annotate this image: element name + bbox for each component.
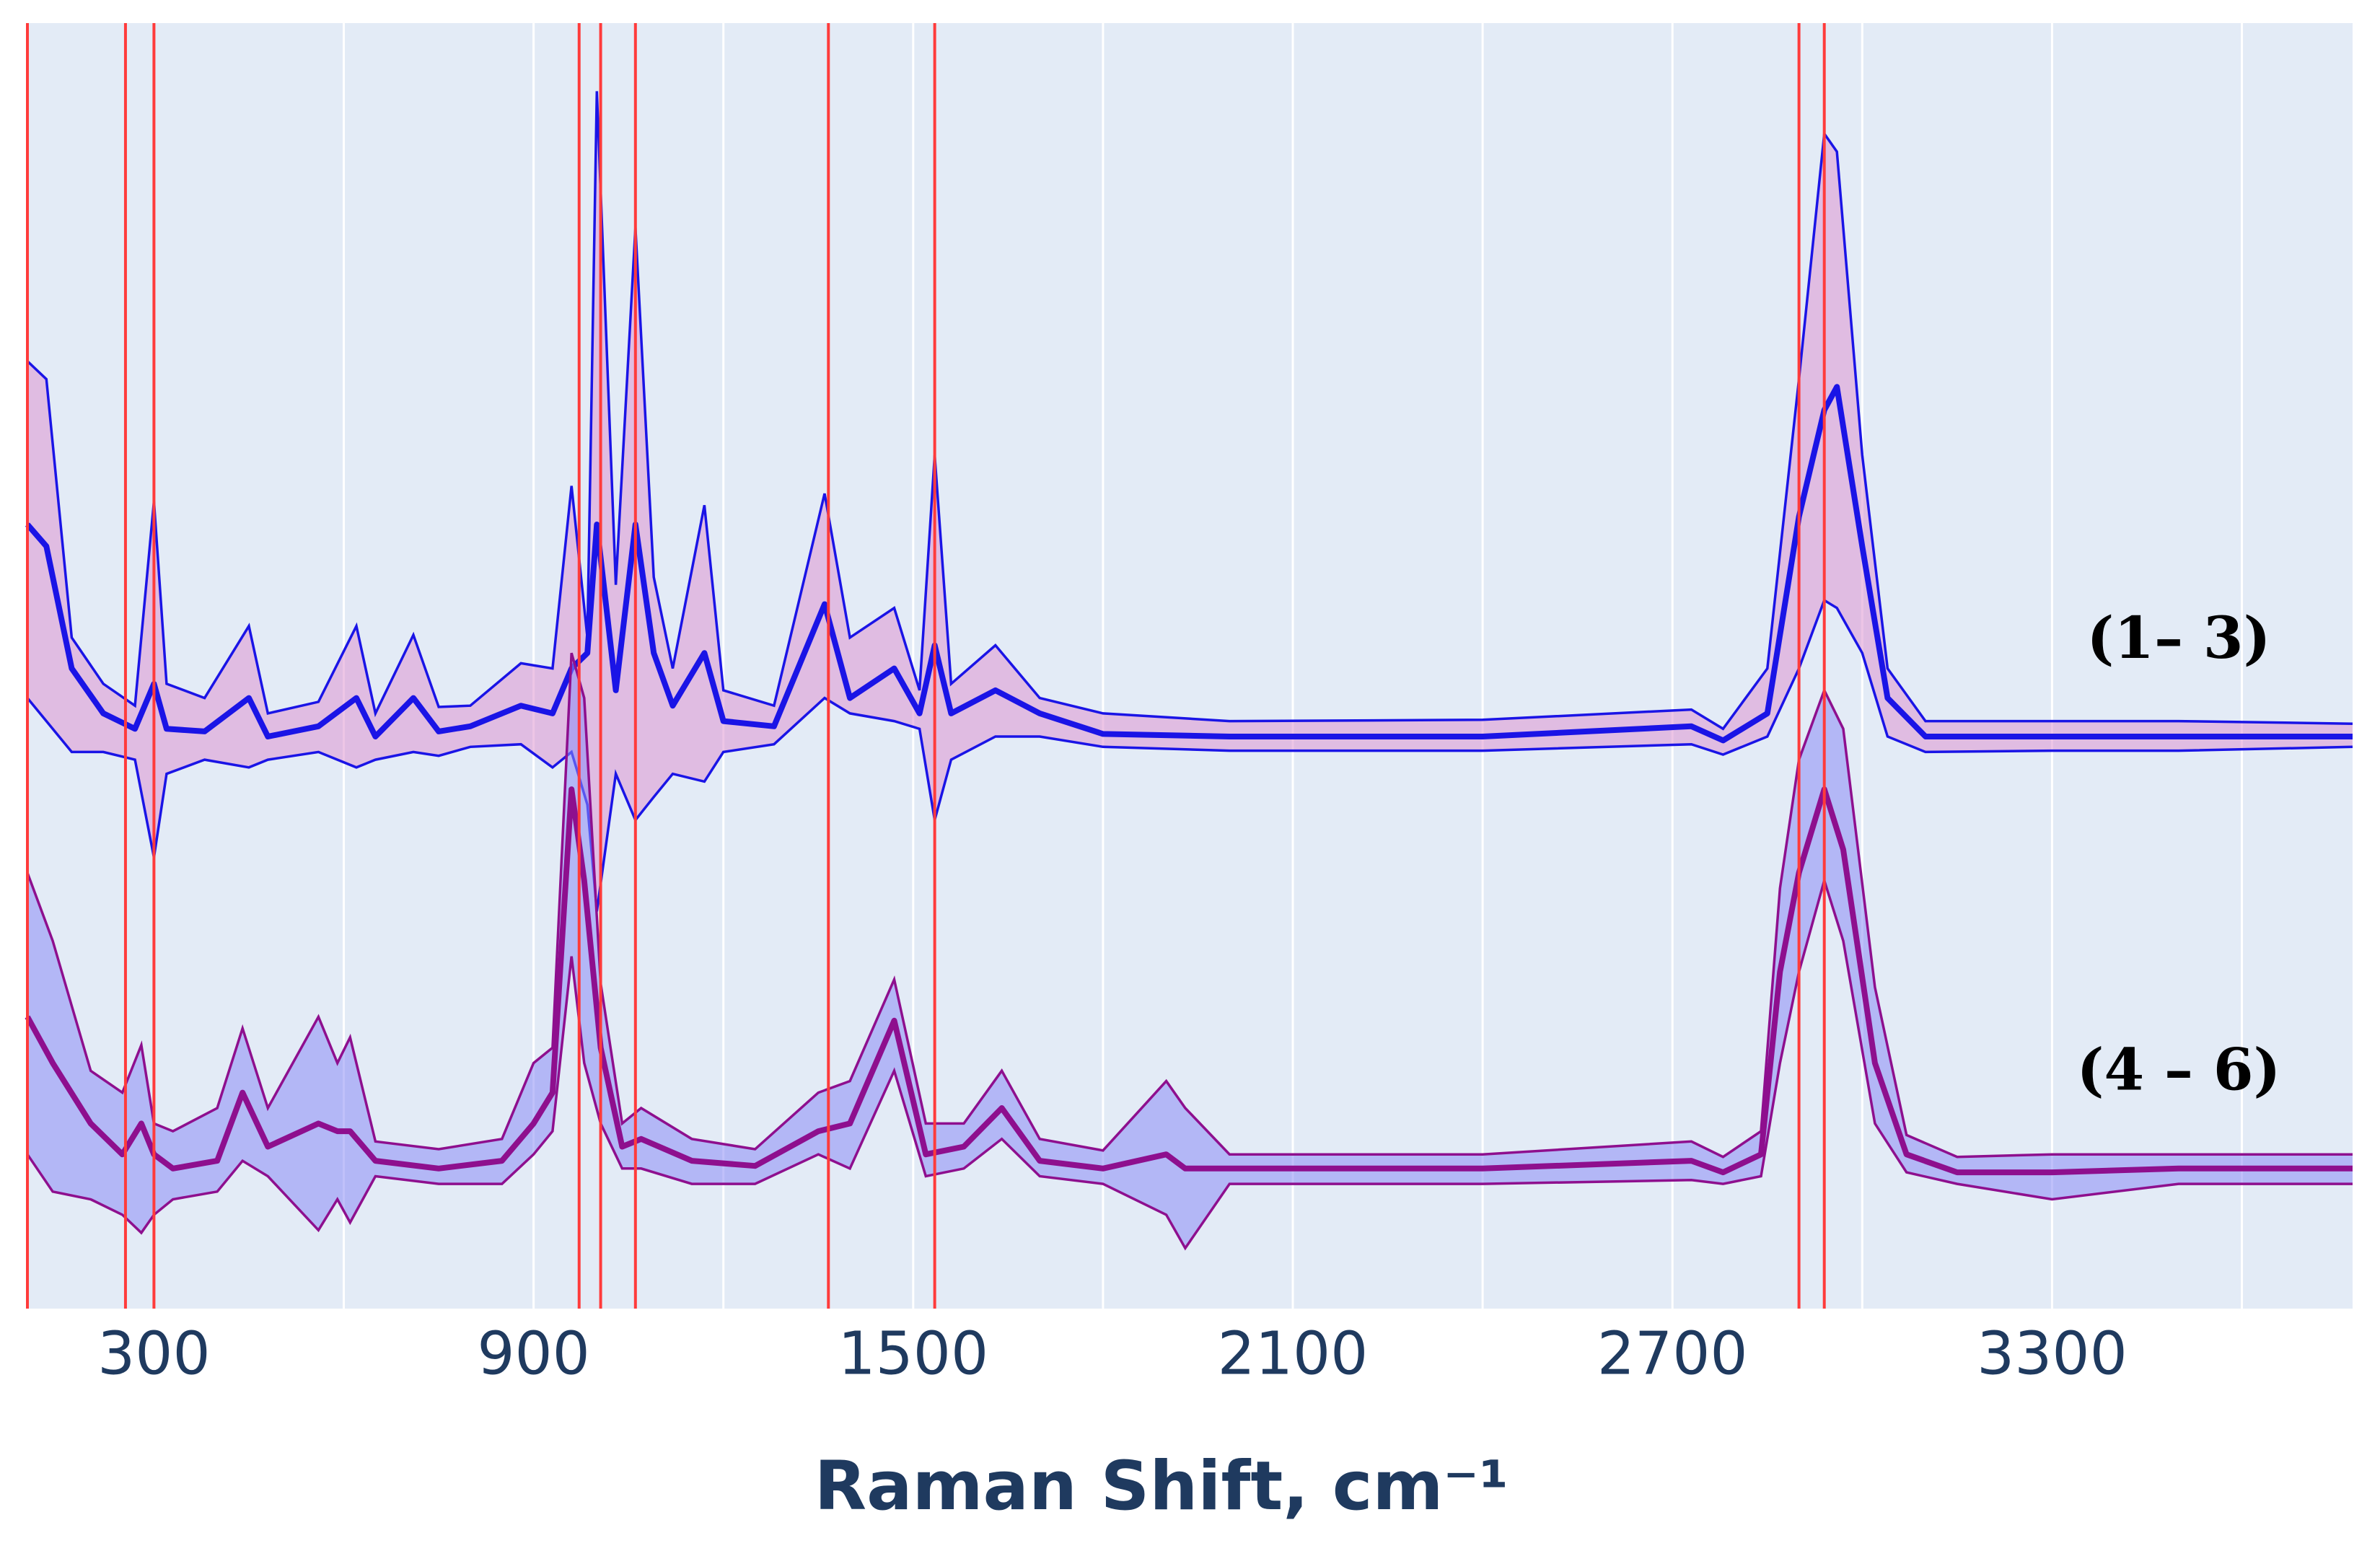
x-tick-label: 1500 (838, 1319, 988, 1388)
upper-line (26, 652, 2353, 1159)
mean-line (25, 786, 2353, 1176)
x-tick-label: 2100 (1218, 1319, 1369, 1388)
band-area (27, 653, 2353, 1249)
x-axis-label: Raman Shift, cm⁻¹ (814, 1447, 1509, 1526)
upper-line (26, 91, 2353, 731)
lower-line (26, 876, 2353, 1251)
mean-line (25, 384, 2353, 744)
x-tick-label: 2700 (1597, 1319, 1748, 1388)
lower-line (26, 598, 2353, 912)
x-tick-label: 300 (97, 1319, 211, 1388)
series-label: (4 – 6) (2077, 1036, 2281, 1104)
x-tick-label: 3300 (1977, 1319, 2127, 1388)
x-tick-label: 900 (477, 1319, 590, 1388)
series-label: (1– 3) (2087, 604, 2271, 672)
